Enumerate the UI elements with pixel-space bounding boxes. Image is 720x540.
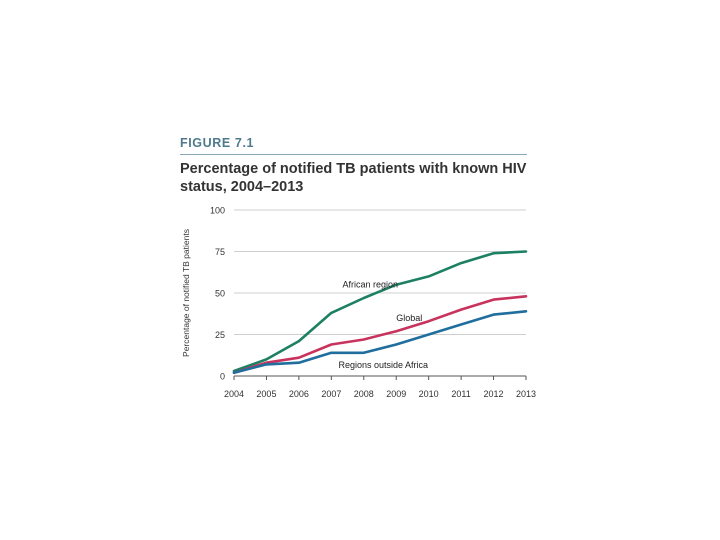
x-tick-label-2006: 2006 [289, 389, 309, 399]
x-tick-label-2009: 2009 [386, 389, 406, 399]
series-label-global: Global [396, 313, 422, 323]
x-tick-label-2013: 2013 [516, 389, 536, 399]
figure-title: Percentage of notified TB patients with … [180, 161, 527, 195]
series-line-african-region [232, 250, 528, 373]
y-axis-label: Percentage of notified TB patients [181, 229, 191, 357]
x-tick-label-2008: 2008 [354, 389, 374, 399]
x-tick-label-2010: 2010 [419, 389, 439, 399]
y-tick-label-50: 50 [215, 289, 225, 299]
x-tick-label-2012: 2012 [484, 389, 504, 399]
series-line-regions-outside-africa [232, 309, 528, 375]
x-tick-label-2004: 2004 [224, 389, 244, 399]
x-tick-label-2007: 2007 [321, 389, 341, 399]
y-tick-label-75: 75 [215, 247, 225, 257]
figure-divider [180, 154, 527, 155]
series-label-regions-outside-africa: Regions outside Africa [338, 360, 428, 370]
x-tick-label-2011: 2011 [451, 389, 470, 399]
x-tick-label-2005: 2005 [256, 389, 276, 399]
y-tick-label-25: 25 [215, 330, 225, 340]
series-line-global [232, 294, 528, 375]
figure-label: FIGURE 7.1 [180, 136, 255, 150]
series-label-african-region: African region [343, 279, 399, 289]
y-tick-label-0: 0 [220, 372, 225, 382]
y-tick-label-100: 100 [210, 206, 225, 216]
